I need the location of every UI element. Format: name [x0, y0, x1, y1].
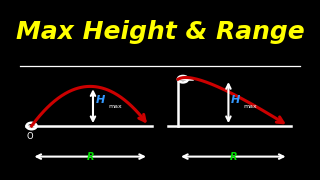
Text: O: O	[27, 132, 34, 141]
Text: H: H	[231, 95, 240, 105]
Text: max: max	[244, 104, 258, 109]
Text: R: R	[230, 152, 238, 162]
Text: Max Height & Range: Max Height & Range	[16, 20, 304, 44]
Text: max: max	[108, 104, 122, 109]
Text: R: R	[86, 152, 94, 162]
Text: H: H	[95, 95, 105, 105]
